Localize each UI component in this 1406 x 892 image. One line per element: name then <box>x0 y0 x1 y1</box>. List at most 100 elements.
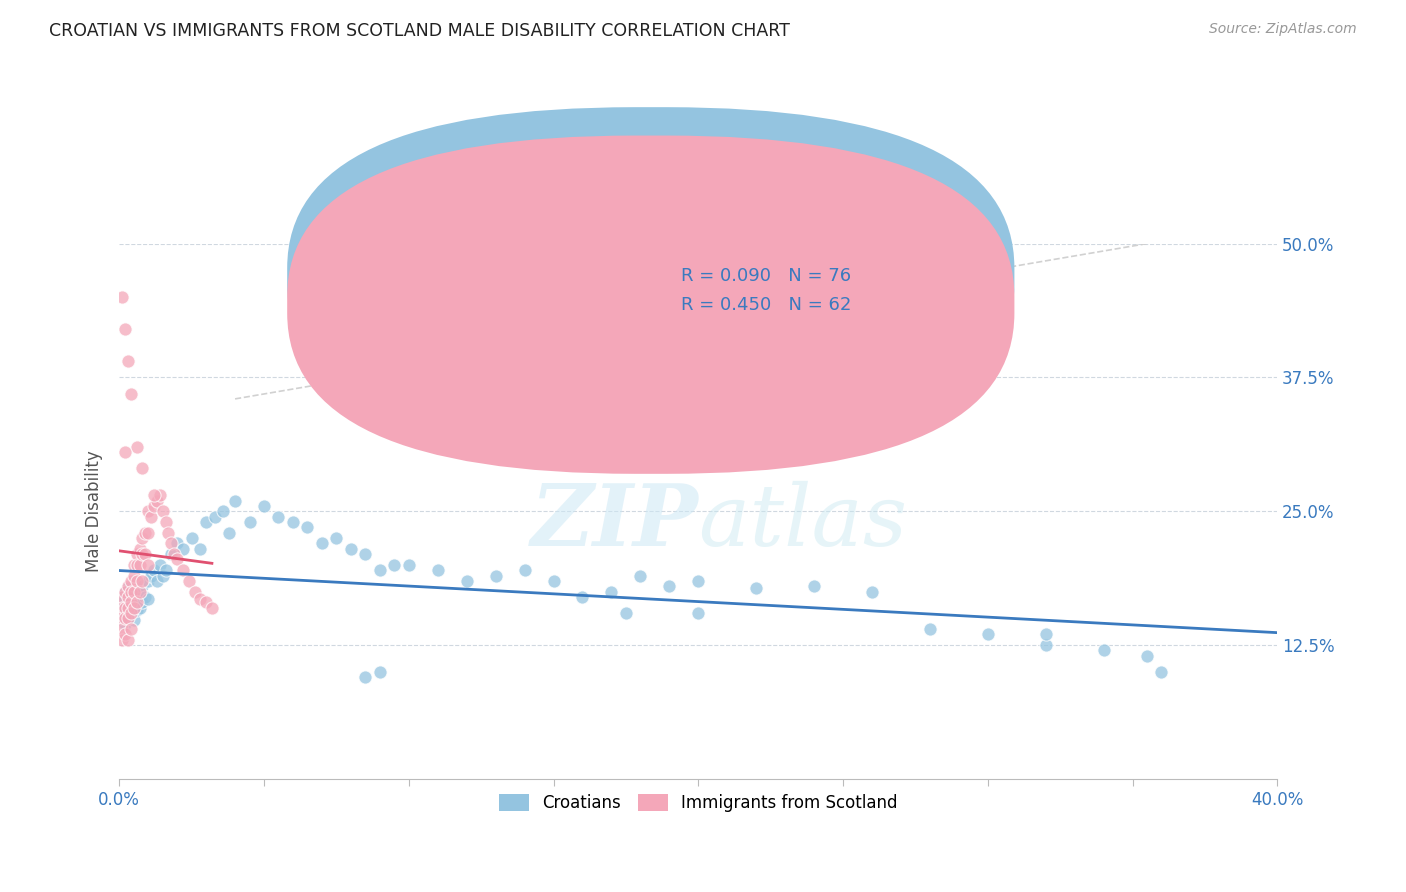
Point <box>111 622 134 636</box>
Text: R = 0.090   N = 76: R = 0.090 N = 76 <box>681 268 851 285</box>
Point <box>139 568 162 582</box>
Point <box>149 558 172 572</box>
Point <box>111 600 134 615</box>
Point <box>160 547 183 561</box>
Point <box>117 590 139 604</box>
Point <box>143 563 166 577</box>
Point <box>128 558 150 572</box>
Point <box>114 592 136 607</box>
Point <box>143 499 166 513</box>
Point <box>117 354 139 368</box>
Point <box>117 600 139 615</box>
Point <box>117 579 139 593</box>
Point <box>117 611 139 625</box>
Point <box>918 622 941 636</box>
Point <box>238 515 260 529</box>
Point <box>136 592 159 607</box>
Point <box>131 547 153 561</box>
Point <box>426 563 449 577</box>
Point <box>204 509 226 524</box>
Point <box>136 525 159 540</box>
Point <box>155 563 177 577</box>
Point <box>146 493 169 508</box>
Point <box>114 584 136 599</box>
Point <box>139 509 162 524</box>
Point <box>224 493 246 508</box>
Point <box>543 574 565 588</box>
Point <box>201 600 224 615</box>
Point <box>166 536 188 550</box>
Point <box>354 547 377 561</box>
Point <box>111 590 134 604</box>
Point <box>114 611 136 625</box>
Point <box>114 616 136 631</box>
Point <box>188 592 211 607</box>
Point <box>125 603 148 617</box>
Point <box>131 531 153 545</box>
Point <box>195 595 218 609</box>
Point <box>160 536 183 550</box>
Point <box>120 386 142 401</box>
Point <box>122 599 145 613</box>
Point <box>136 558 159 572</box>
Point <box>125 574 148 588</box>
Point <box>122 614 145 628</box>
Point <box>340 541 363 556</box>
Point <box>125 558 148 572</box>
Point <box>134 590 156 604</box>
Point <box>125 440 148 454</box>
Legend: Croatians, Immigrants from Scotland: Croatians, Immigrants from Scotland <box>492 788 904 819</box>
Point <box>600 584 623 599</box>
Point <box>111 632 134 647</box>
Point <box>195 515 218 529</box>
Point <box>120 590 142 604</box>
Point <box>114 606 136 620</box>
Point <box>120 584 142 599</box>
Point <box>122 558 145 572</box>
Point <box>1035 638 1057 652</box>
Point <box>122 568 145 582</box>
Point <box>354 670 377 684</box>
Point <box>311 536 333 550</box>
Point <box>166 552 188 566</box>
Text: atlas: atlas <box>699 481 907 564</box>
Y-axis label: Male Disability: Male Disability <box>86 450 103 572</box>
Text: CROATIAN VS IMMIGRANTS FROM SCOTLAND MALE DISABILITY CORRELATION CHART: CROATIAN VS IMMIGRANTS FROM SCOTLAND MAL… <box>49 22 790 40</box>
Point <box>456 574 478 588</box>
FancyBboxPatch shape <box>287 136 1014 474</box>
Point <box>183 584 205 599</box>
Point <box>688 606 710 620</box>
Point <box>513 563 536 577</box>
Point <box>485 568 508 582</box>
Point <box>117 611 139 625</box>
Point <box>131 579 153 593</box>
Text: ZIP: ZIP <box>530 480 699 564</box>
Point <box>977 627 1000 641</box>
Point <box>120 622 142 636</box>
Point <box>382 558 405 572</box>
Point <box>297 520 319 534</box>
Point <box>111 600 134 615</box>
Point <box>152 504 174 518</box>
Point <box>131 574 153 588</box>
Point <box>1092 643 1115 657</box>
Point <box>111 611 134 625</box>
Point <box>134 547 156 561</box>
Point <box>368 665 391 679</box>
Point <box>177 574 200 588</box>
Point <box>143 488 166 502</box>
FancyBboxPatch shape <box>623 262 907 324</box>
Point <box>117 632 139 647</box>
Point <box>368 563 391 577</box>
Point <box>325 531 347 545</box>
Point <box>128 600 150 615</box>
Point <box>398 558 420 572</box>
Point <box>134 525 156 540</box>
Point <box>180 531 202 545</box>
Point <box>1136 648 1159 663</box>
Point <box>122 584 145 599</box>
Text: R = 0.450   N = 62: R = 0.450 N = 62 <box>681 295 851 314</box>
Point <box>114 600 136 615</box>
Point <box>253 499 276 513</box>
Point <box>157 525 180 540</box>
